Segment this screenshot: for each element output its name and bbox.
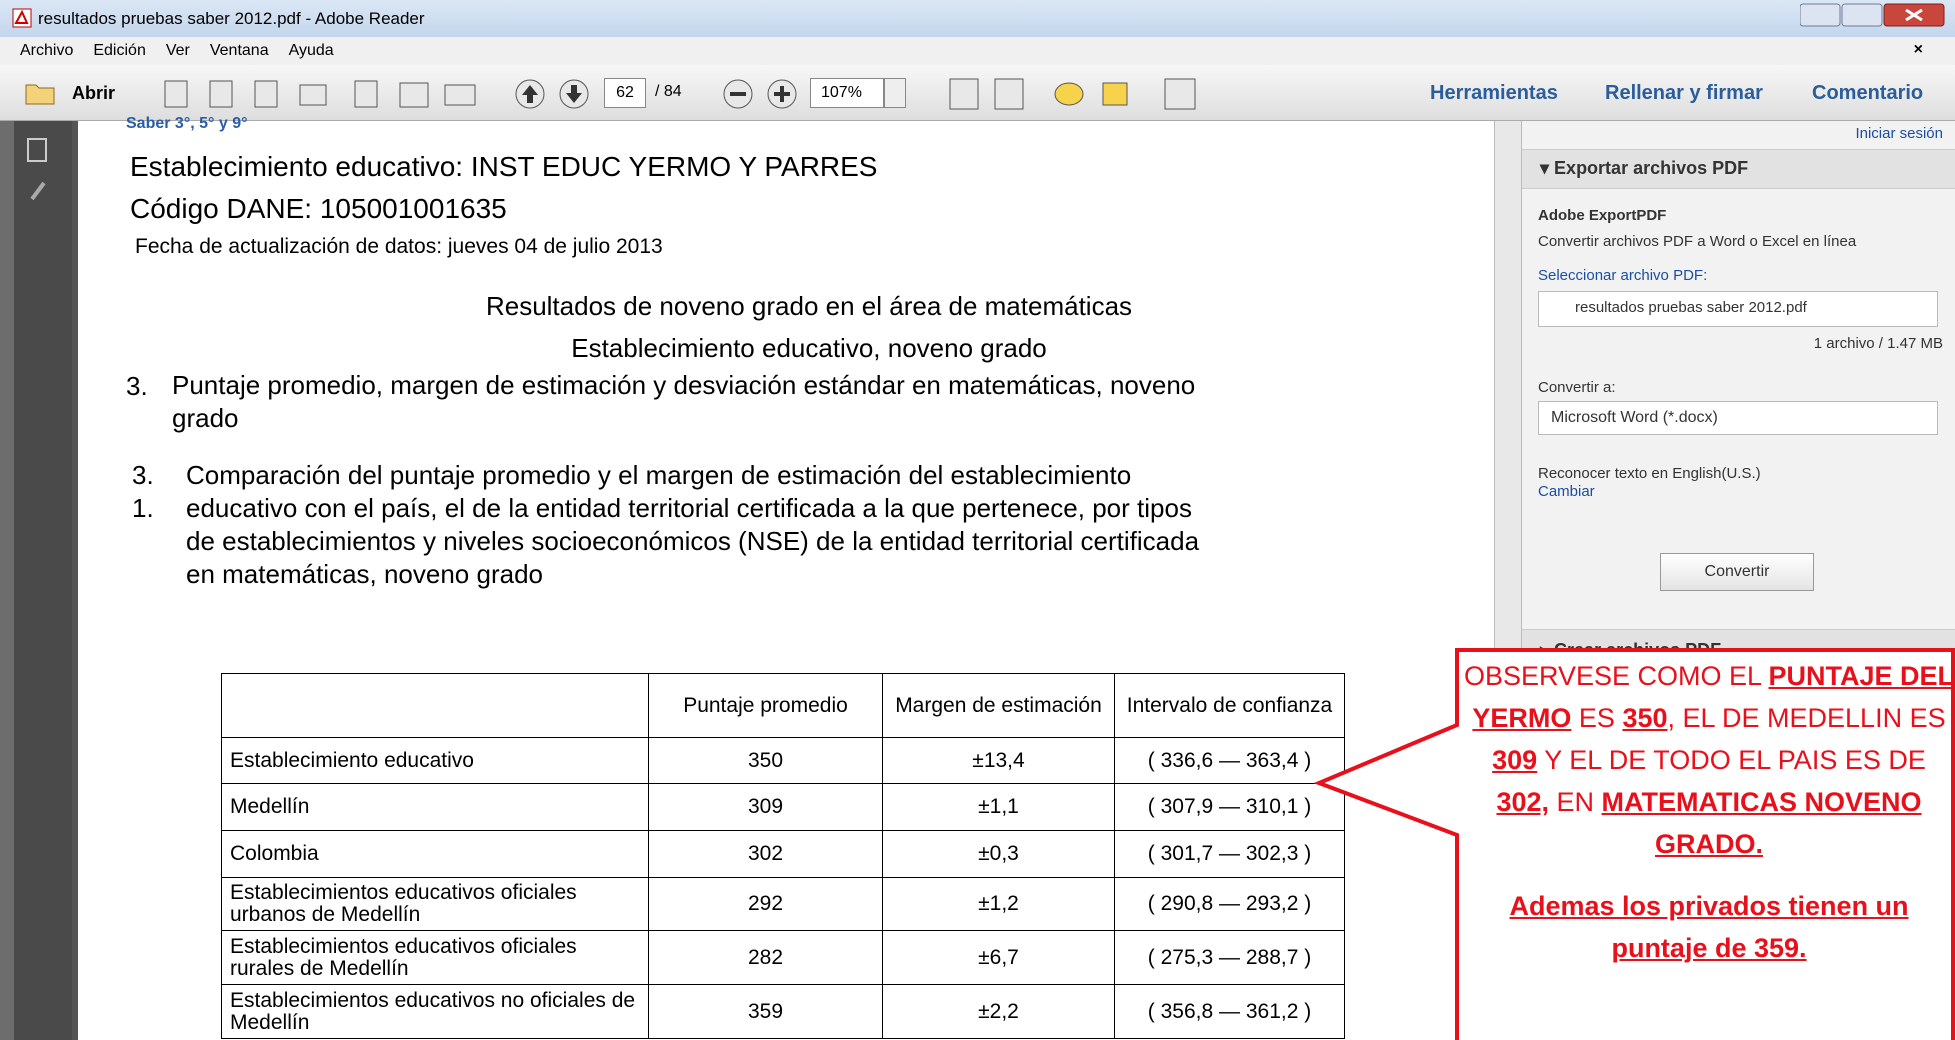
callout-segment: 302,: [1496, 787, 1550, 817]
header-cell: Intervalo de confianza: [1114, 673, 1345, 738]
table-row: Establecimientos educativos oficiales ur…: [221, 877, 1345, 931]
table-cell: 292: [648, 877, 883, 931]
dane-code: Código DANE: 105001001635: [130, 193, 507, 224]
section-number: 3.1.: [132, 460, 154, 523]
table-cell: ( 301,7 — 302,3 ): [1114, 830, 1345, 878]
table-row: Colombia 302 ±0,3( 301,7 — 302,3 ): [221, 830, 1345, 878]
table-cell: Establecimiento educativo: [221, 737, 649, 784]
table-cell: 282: [648, 930, 883, 985]
table-cell: Establecimientos educativos no oficiales…: [221, 984, 649, 1039]
heading: Resultados de noveno grado en el área de…: [485, 291, 1133, 321]
update-date: Fecha de actualización de datos: jueves …: [135, 235, 663, 258]
app-icon: [12, 8, 32, 28]
table-cell: ( 336,6 — 363,4 ): [1114, 737, 1345, 784]
window-title: resultados pruebas saber 2012.pdf - Adob…: [38, 9, 425, 28]
menu-item[interactable]: Archivo: [20, 42, 74, 59]
callout-segment: Ademas los privados tienen un puntaje de…: [1509, 891, 1909, 963]
table-row: Establecimientos educativos no oficiales…: [221, 984, 1345, 1039]
sign-in-link[interactable]: Iniciar sesión: [1855, 125, 1943, 142]
subheading: Establecimiento educativo, noveno grado: [571, 333, 1047, 363]
table-cell: 302: [648, 830, 883, 878]
tool-tab[interactable]: Rellenar y firmar: [1605, 82, 1763, 104]
header-fragment: Saber 3°, 5° y 9°: [126, 115, 248, 132]
open-icon[interactable]: [24, 79, 58, 107]
section-title: Comparación del puntaje promedio y el ma…: [186, 460, 1200, 589]
table-cell: ( 275,3 — 288,7 ): [1114, 930, 1345, 985]
export-header[interactable]: ▾ Exportar archivos PDF: [1522, 149, 1955, 189]
export-title: Exportar archivos PDF: [1554, 158, 1749, 178]
file-info: 1 archivo / 1.47 MB: [1813, 335, 1943, 352]
section-title: Puntaje promedio, margen de estimación y…: [172, 370, 1196, 433]
menu-item[interactable]: Ventana: [209, 42, 269, 59]
callout-shape: [1313, 648, 1955, 1040]
callout-text: OBSERVESE COMO EL PUNTAJE DEL YERMO ES 3…: [1463, 655, 1955, 989]
change-link[interactable]: Cambiar: [1538, 483, 1595, 500]
page-input[interactable]: 62: [604, 78, 646, 108]
toolbar-icons[interactable]: [160, 77, 1220, 111]
tool-tab[interactable]: Herramientas: [1430, 82, 1558, 104]
convert-label: Convertir a:: [1538, 379, 1616, 396]
close-doc: ×: [1913, 41, 1923, 58]
select-label: Seleccionar archivo PDF:: [1538, 267, 1708, 284]
page-total: / 84: [655, 83, 682, 100]
header-cell: [221, 673, 649, 738]
callout-segment: 350: [1622, 703, 1668, 733]
table-cell: Medellín: [221, 783, 649, 831]
ocr-label: Reconocer texto en English(U.S.): [1538, 465, 1761, 482]
table-cell: 359: [648, 984, 883, 1039]
results-table: Puntaje promedio Margen de estimación Inte…: [221, 673, 1345, 1039]
header-cell: Puntaje promedio: [648, 673, 883, 738]
menu-item[interactable]: Ayuda: [288, 42, 334, 59]
toolbar: Abrir 62 / 84 107% Herramientas Rellenar …: [0, 65, 1955, 121]
school-name: Establecimiento educativo: INST EDUC YER…: [130, 151, 878, 182]
table-cell: ( 290,8 — 293,2 ): [1114, 877, 1345, 931]
table-cell: ±0,3: [882, 830, 1115, 878]
table-cell: Establecimientos educativos oficiales ru…: [221, 930, 649, 985]
table-cell: ±2,2: [882, 984, 1115, 1039]
table-cell: ( 307,9 — 310,1 ): [1114, 783, 1345, 831]
table-row: Establecimiento educativo 350 ±13,4( 336,6…: [221, 737, 1345, 784]
left-sidebar: [0, 121, 72, 1040]
zoom-input[interactable]: 107%: [810, 78, 884, 108]
callout-segment: MATEMATICAS NOVENO GRADO.: [1601, 787, 1922, 859]
callout-segment: 309: [1492, 745, 1538, 775]
service-name: Adobe ExportPDF: [1538, 207, 1667, 224]
table-cell: 309: [648, 783, 883, 831]
title-bar: resultados pruebas saber 2012.pdf - Adob…: [0, 0, 1955, 37]
callout-segment: Y EL DE TODO EL PAIS ES DE: [1537, 745, 1926, 775]
tool-tab[interactable]: Comentario: [1812, 82, 1924, 104]
table-cell: 350: [648, 737, 883, 784]
table-row: Establecimientos educativos oficiales ru…: [221, 930, 1345, 985]
menu-bar: Archivo Edición Ver Ventana Ayuda ×: [0, 37, 1955, 65]
table-cell: Establecimientos educativos oficiales ur…: [221, 877, 649, 931]
table-cell: ±6,7: [882, 930, 1115, 985]
format-select[interactable]: Microsoft Word (*.docx): [1538, 401, 1938, 435]
header-row: Puntaje promedio Margen de estimación Inte…: [221, 673, 1345, 738]
callout-segment: PUNTAJE DEL YERMO: [1472, 661, 1955, 733]
callout-segment: EN: [1549, 787, 1602, 817]
callout-segment: , EL DE MEDELLIN ES: [1667, 703, 1946, 733]
file-field[interactable]: resultados pruebas saber 2012.pdf: [1538, 291, 1938, 327]
zoom-dropdown[interactable]: [884, 78, 906, 108]
table-cell: ( 356,8 — 361,2 ): [1114, 984, 1345, 1039]
menu-item[interactable]: Edición: [93, 42, 146, 59]
callout-segment: OBSERVESE COMO EL: [1463, 661, 1769, 691]
callout-paragraph: OBSERVESE COMO EL PUNTAJE DEL YERMO ES 3…: [1463, 655, 1955, 865]
table-cell: ±1,2: [882, 877, 1115, 931]
convert-button[interactable]: Convertir: [1660, 553, 1814, 591]
header-cell: Margen de estimación: [882, 673, 1115, 738]
callout-paragraph: Ademas los privados tienen un puntaje de…: [1463, 885, 1955, 969]
table-cell: ±13,4: [882, 737, 1115, 784]
menu-item[interactable]: Ver: [165, 42, 190, 59]
table-cell: ±1,1: [882, 783, 1115, 831]
table-cell: Colombia: [221, 830, 649, 878]
section-number: 3.: [126, 371, 148, 401]
sidebar-icons[interactable]: [22, 133, 52, 223]
callout-segment: ES: [1571, 703, 1623, 733]
window-controls[interactable]: [1800, 2, 1950, 32]
table-row: Medellín 309 ±1,1( 307,9 — 310,1 ): [221, 783, 1345, 831]
service-description: Convertir archivos PDF a Word o Excel en…: [1538, 233, 1857, 250]
open-button[interactable]: Abrir: [72, 83, 116, 103]
